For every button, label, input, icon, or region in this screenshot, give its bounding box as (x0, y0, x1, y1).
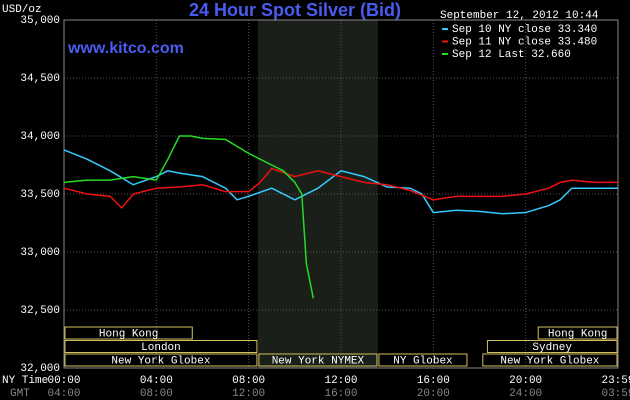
session-label: New York NYMEX (272, 355, 365, 367)
y-tick-label: 34,500 (20, 73, 60, 85)
x2-tick-label: 20:00 (417, 388, 450, 400)
x-tick-label: 00:00 (47, 375, 80, 387)
series-line (63, 167, 618, 210)
y-tick-label: 32,500 (20, 305, 60, 317)
x2-axis-label: GMT (10, 388, 30, 400)
session-label: New York Globex (500, 355, 599, 367)
session-box (482, 353, 618, 367)
x-tick-label: 12:00 (324, 375, 357, 387)
plot-frame (63, 19, 619, 369)
x2-tick-label: 03:59 (601, 388, 630, 400)
x-tick-label: 16:00 (417, 375, 450, 387)
timestamp: September 12, 2012 10:44 (440, 10, 599, 22)
y-tick-label: 34,000 (20, 131, 60, 143)
session-box (258, 353, 378, 367)
session-label: NY Globex (393, 355, 453, 367)
y-tick-label: 33,000 (20, 247, 60, 259)
site-label: www.kitco.com (67, 40, 184, 57)
x-tick-label: 20:00 (509, 375, 542, 387)
session-box (64, 326, 193, 340)
y-tick-label: 35,000 (20, 15, 60, 27)
session-label: New York Globex (111, 355, 210, 367)
x2-tick-label: 16:00 (324, 388, 357, 400)
session-label: London (141, 342, 181, 354)
x2-tick-label: 04:00 (47, 388, 80, 400)
chart-title: 24 Hour Spot Silver (Bid) (189, 0, 401, 20)
y-tick-label: 33,500 (20, 189, 60, 201)
legend-label: Sep 11 NY close 33.480 (452, 36, 597, 48)
session-label: Hong Kong (99, 328, 158, 340)
x-tick-label: 04:00 (140, 375, 173, 387)
session-box (64, 340, 258, 353)
legend-label: Sep 10 NY close 33.340 (452, 24, 597, 36)
session-box (486, 340, 618, 353)
y-tick-label: 32,000 (20, 363, 60, 375)
session-shade (257, 20, 378, 368)
x-tick-label: 08:00 (232, 375, 265, 387)
session-box (64, 353, 258, 367)
x2-tick-label: 08:00 (140, 388, 173, 400)
session-box (537, 326, 618, 340)
x2-tick-label: 12:00 (232, 388, 265, 400)
series-line (63, 135, 315, 299)
session-box (378, 353, 468, 367)
session-label: Hong Kong (548, 328, 607, 340)
x2-tick-label: 24:00 (509, 388, 542, 400)
legend-label: Sep 12 Last 32.660 (452, 49, 571, 61)
x-tick-label: 23:59 (601, 375, 630, 387)
x-axis-label: NY Time (2, 375, 48, 387)
y-axis-label: USD/oz (2, 4, 42, 16)
session-label: Sydney (532, 342, 572, 354)
series-line (63, 149, 618, 215)
